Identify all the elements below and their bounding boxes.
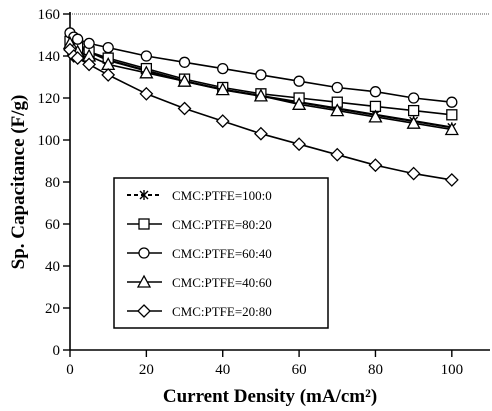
triangle-marker bbox=[139, 65, 154, 79]
x-tick-label: 20 bbox=[139, 362, 154, 378]
legend-label: CMC:PTFE=20:80 bbox=[172, 304, 272, 319]
triangle-marker bbox=[215, 82, 230, 96]
x-tick-label: 40 bbox=[215, 362, 230, 378]
y-tick-label: 140 bbox=[38, 49, 61, 65]
series-line bbox=[69, 42, 452, 131]
legend-label: CMC:PTFE=100:0 bbox=[172, 188, 272, 203]
circle-marker bbox=[83, 37, 95, 50]
circle-marker bbox=[217, 62, 229, 75]
series-circle bbox=[64, 27, 458, 108]
diamond-marker bbox=[444, 172, 459, 187]
y-tick-label: 0 bbox=[53, 343, 61, 359]
diamond-marker bbox=[177, 101, 192, 116]
x-tick-label: 80 bbox=[368, 362, 383, 378]
triangle-marker bbox=[177, 73, 192, 87]
diamond-marker bbox=[101, 67, 116, 82]
triangle-marker bbox=[253, 88, 269, 102]
diamond-marker bbox=[215, 114, 230, 129]
x-tick-label: 60 bbox=[292, 362, 307, 378]
y-tick-label: 20 bbox=[45, 301, 60, 317]
y-tick-label: 60 bbox=[45, 217, 60, 233]
circle-marker bbox=[178, 56, 191, 68]
diamond-marker bbox=[70, 51, 85, 66]
circle-marker bbox=[71, 33, 84, 45]
triangle-marker bbox=[291, 96, 307, 110]
triangle-marker bbox=[368, 109, 383, 123]
circle-marker bbox=[446, 96, 458, 108]
asterisk-marker bbox=[139, 190, 149, 200]
diamond-marker bbox=[330, 147, 345, 162]
circle-marker bbox=[102, 41, 114, 54]
circle-marker bbox=[255, 69, 267, 81]
diamond-marker bbox=[406, 166, 421, 181]
circle-marker bbox=[140, 50, 153, 62]
y-tick-label: 120 bbox=[38, 91, 61, 107]
legend-item: CMC:PTFE=40:60 bbox=[127, 274, 272, 290]
x-tick-label: 0 bbox=[66, 362, 74, 378]
square-marker bbox=[407, 104, 420, 117]
diamond-marker bbox=[253, 126, 268, 141]
diamond-marker bbox=[292, 137, 307, 152]
legend-label: CMC:PTFE=80:20 bbox=[172, 217, 272, 232]
series-asterisk bbox=[65, 30, 457, 133]
y-tick-label: 100 bbox=[38, 133, 61, 149]
square-marker bbox=[446, 109, 458, 121]
legend: CMC:PTFE=100:0 CMC:PTFE=80:20 CMC:PTFE=60:… bbox=[113, 177, 329, 329]
y-tick-label: 80 bbox=[45, 175, 60, 191]
square-marker bbox=[138, 218, 150, 230]
legend-item: CMC:PTFE=100:0 bbox=[127, 188, 272, 203]
circle-marker bbox=[293, 75, 305, 87]
triangle-marker bbox=[330, 103, 345, 117]
triangle-marker bbox=[136, 274, 152, 288]
y-tick-label: 40 bbox=[45, 259, 60, 275]
series-triangle bbox=[62, 36, 459, 136]
legend-label: CMC:PTFE=40:60 bbox=[172, 275, 272, 290]
circle-marker bbox=[407, 92, 420, 104]
circle-marker bbox=[331, 81, 343, 94]
axes: 0 20 40 60 80 100 120 140 160 0 20 40 60 80 100 bbox=[38, 7, 490, 378]
legend-item: CMC:PTFE=60:40 bbox=[127, 246, 272, 261]
series-line bbox=[68, 34, 452, 129]
y-tick-label: 160 bbox=[38, 7, 61, 23]
series-diamond bbox=[63, 42, 459, 187]
triangle-marker bbox=[406, 115, 421, 129]
series-layer bbox=[62, 27, 459, 187]
y-axis-title: Sp. Capacitance (F/g) bbox=[8, 95, 29, 270]
diamond-marker bbox=[139, 86, 154, 101]
x-tick-label: 100 bbox=[441, 362, 464, 378]
circle-marker bbox=[138, 247, 150, 259]
legend-item: CMC:PTFE=80:20 bbox=[127, 217, 272, 232]
triangle-marker bbox=[444, 122, 459, 136]
circle-marker bbox=[369, 86, 382, 98]
diamond-marker bbox=[368, 158, 383, 173]
diamond-marker bbox=[82, 57, 97, 72]
legend-item: CMC:PTFE=20:80 bbox=[127, 304, 272, 319]
diamond-marker bbox=[137, 304, 151, 318]
legend-label: CMC:PTFE=60:40 bbox=[172, 246, 272, 261]
x-axis-title: Current Density (mA/cm²) bbox=[163, 386, 377, 407]
